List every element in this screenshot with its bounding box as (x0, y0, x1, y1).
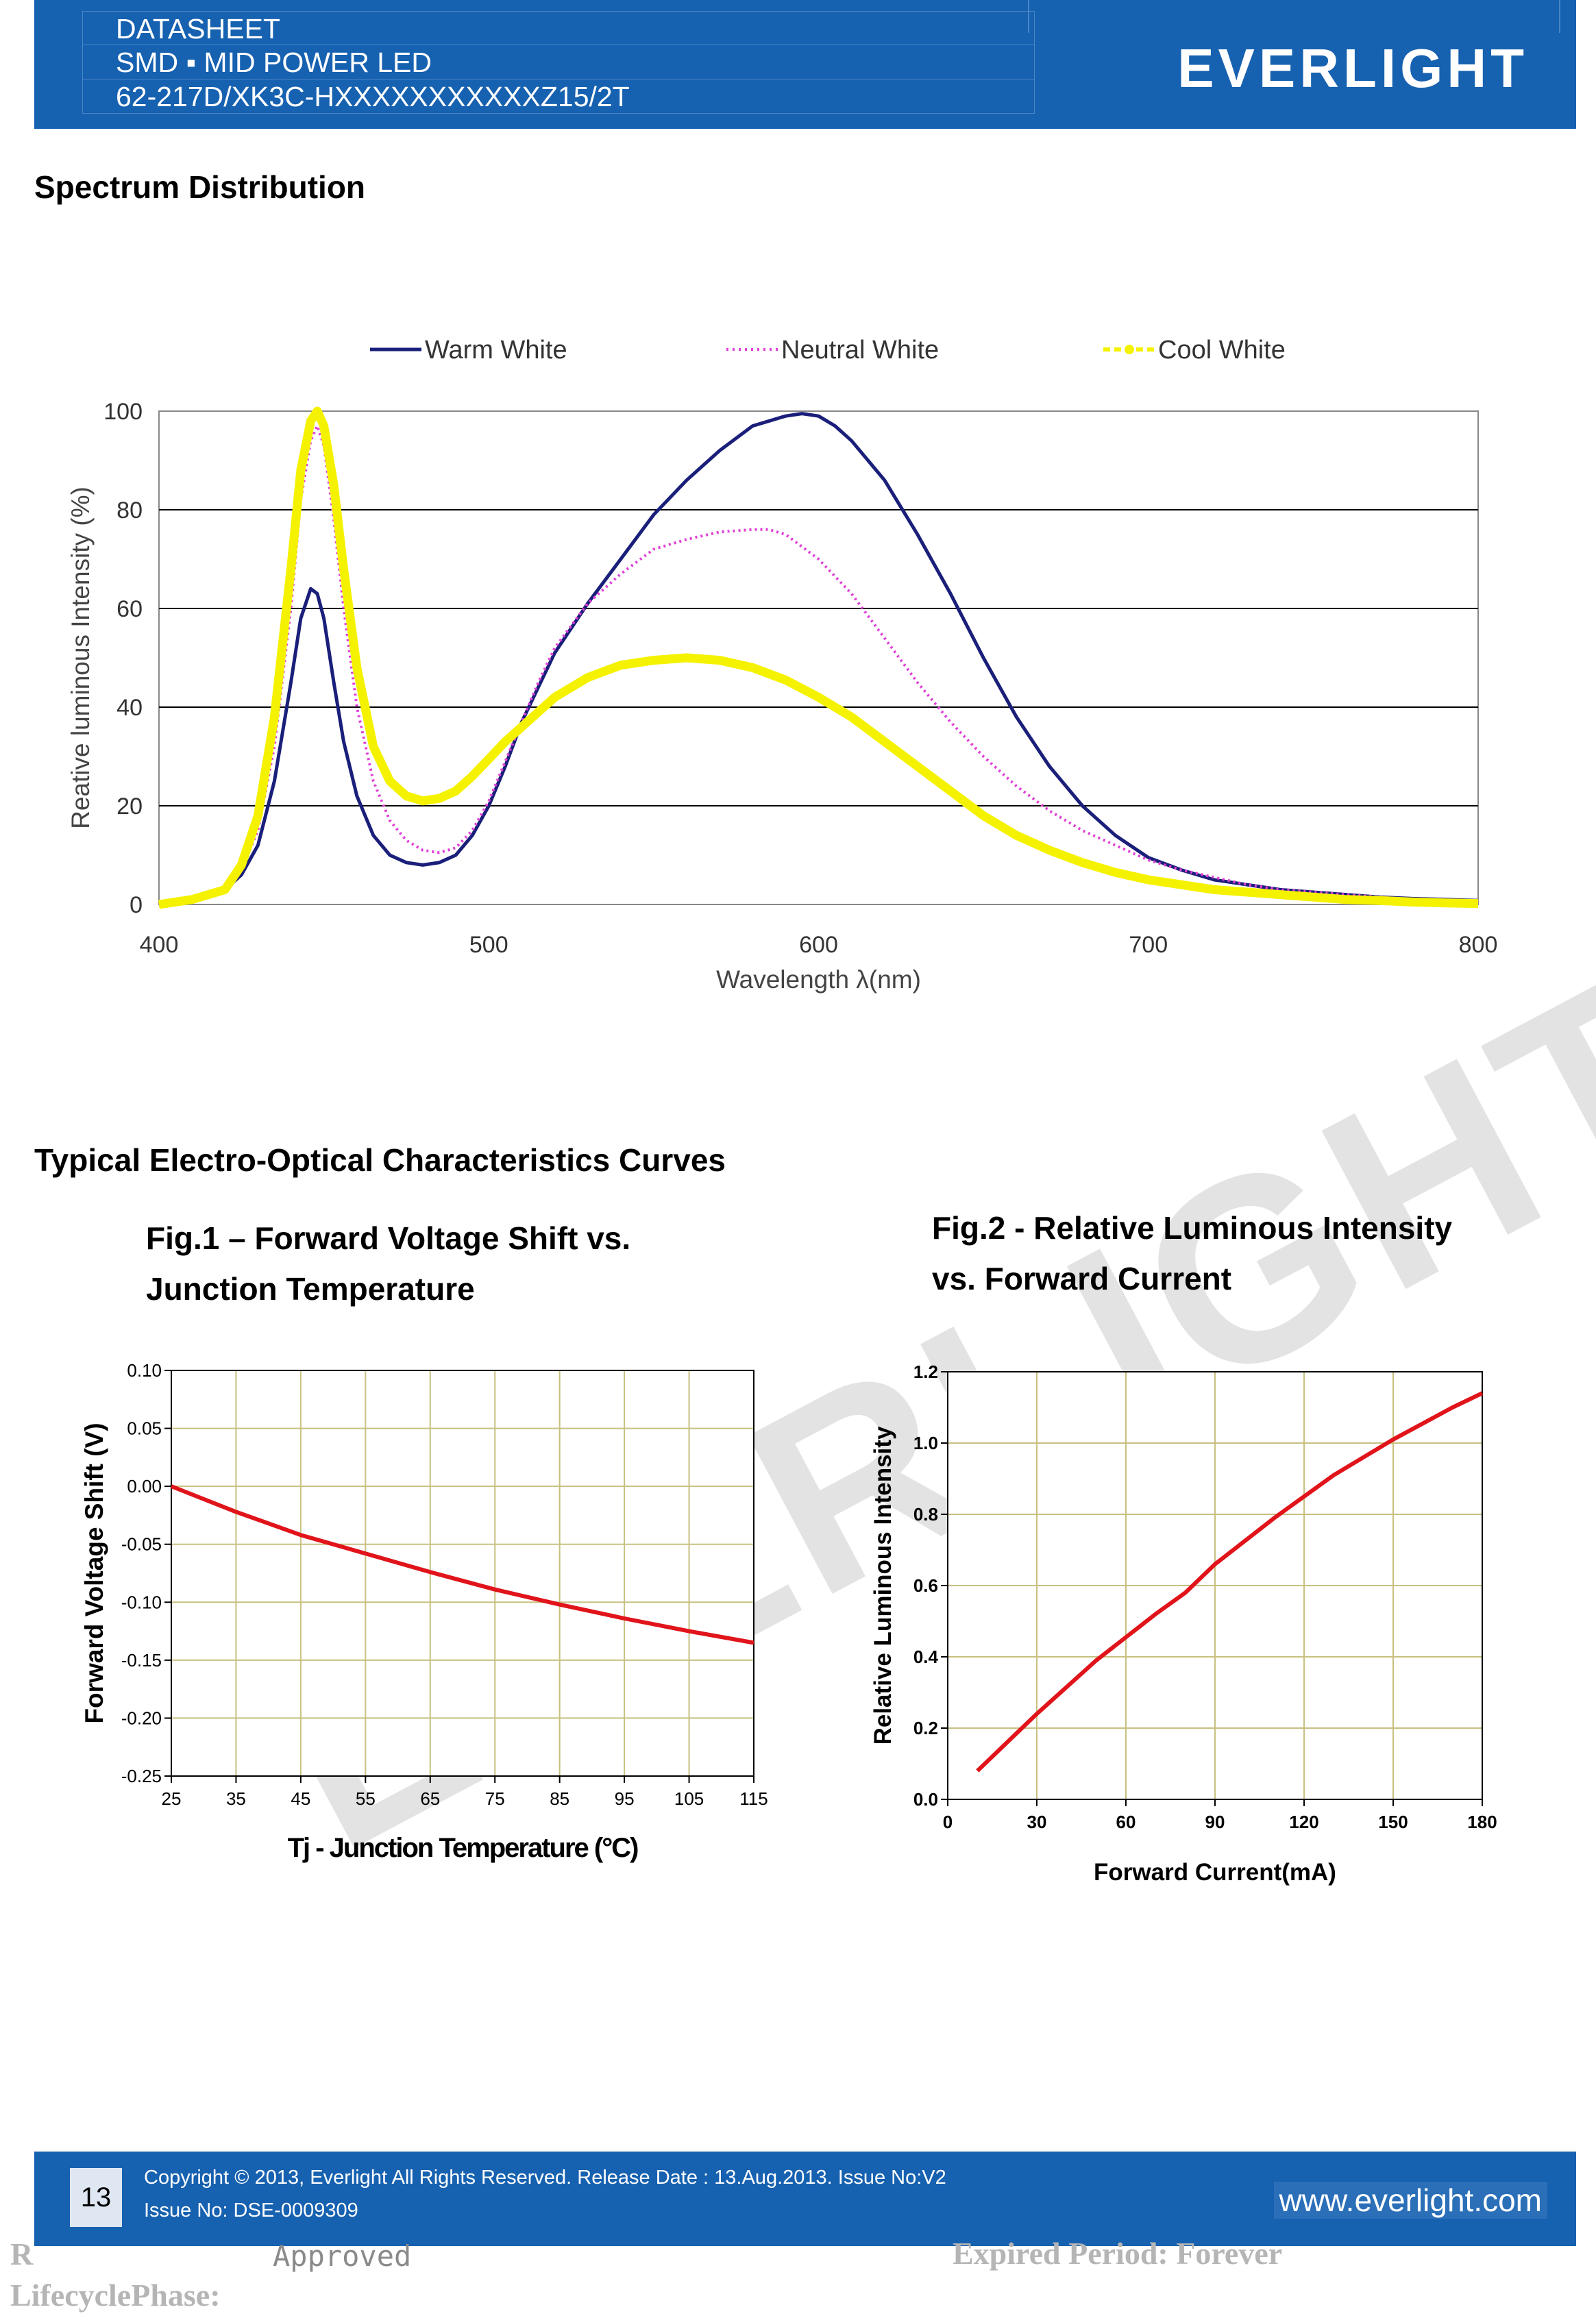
plot-frame (171, 1370, 754, 1777)
legend-marker (1125, 345, 1134, 354)
header-product-type: SMD ▪ MID POWER LED (82, 45, 1035, 79)
x-tick-label: 800 (1459, 932, 1498, 958)
website-link[interactable]: www.everlight.com (1273, 2182, 1547, 2219)
y-tick-label: 0.10 (127, 1360, 162, 1381)
legend-label: Neutral White (781, 336, 939, 365)
x-tick-label: 85 (550, 1788, 569, 1809)
x-tick-label: 45 (291, 1788, 310, 1809)
y-tick-label: 1.0 (913, 1433, 938, 1453)
y-tick-label: 0.8 (913, 1504, 938, 1525)
plot-area (171, 1370, 754, 1776)
header-part-number: 62-217D/XK3C-HXXXXXXXXXXXZ15/2T (82, 79, 1035, 114)
x-tick-label: 400 (140, 932, 179, 958)
x-tick-label: 55 (356, 1788, 376, 1809)
x-tick-label: 25 (162, 1788, 182, 1809)
y-axis-label: Reative luminous Intensity (%) (66, 486, 95, 829)
spectrum-section-title: Spectrum Distribution (34, 169, 366, 205)
series-line-cool-white (158, 406, 1479, 909)
header-datasheet: DATASHEET (82, 11, 1035, 45)
y-tick-label: 0.2 (913, 1718, 938, 1738)
legend-label: Cool White (1158, 336, 1286, 365)
x-tick-label: 0 (943, 1812, 953, 1832)
y-tick-label: 0.4 (913, 1647, 939, 1667)
y-tick-label: 0.05 (127, 1418, 162, 1439)
fig1-title-line1: Fig.1 – Forward Voltage Shift vs. (146, 1220, 631, 1256)
fig2-title-line1: Fig.2 - Relative Luminous Intensity (932, 1210, 1453, 1246)
fig2-title: Fig.2 - Relative Luminous Intensity vs. … (932, 1203, 1452, 1304)
y-tick-label: 100 (103, 399, 143, 425)
y-tick-label: 0.6 (913, 1575, 938, 1596)
plot-frame (947, 1371, 1483, 1800)
x-tick-label: 30 (1027, 1812, 1047, 1832)
header-bar: DATASHEET SMD ▪ MID POWER LED 62-217D/XK… (34, 0, 1576, 129)
y-tick-label: -0.20 (121, 1708, 162, 1728)
y-tick-label: 40 (116, 695, 143, 721)
eo-section-title: Typical Electro-Optical Characteristics … (34, 1142, 726, 1178)
footer-bar: 13 Copyright © 2013, Everlight All Right… (34, 2152, 1576, 2246)
y-axis-label: Forward Voltage Shift (V) (80, 1422, 108, 1723)
x-tick-label: 600 (799, 932, 838, 958)
header-text-block: DATASHEET SMD ▪ MID POWER LED 62-217D/XK… (82, 11, 1035, 114)
issue-number: Issue No: DSE-0009309 (144, 2200, 358, 2221)
y-tick-label: 0.0 (913, 1789, 938, 1810)
spectrum-chart: 0 20 40 60 80 100 400 500 600 700 800 Wavelength λ(… (66, 336, 1498, 994)
series-line (976, 1391, 1484, 1773)
x-tick-label: 120 (1289, 1812, 1318, 1832)
y-axis-label: Relative Luminous Intensity (870, 1426, 896, 1745)
x-tick-label: 700 (1129, 932, 1168, 958)
fig1-title-line2: Junction Temperature (146, 1271, 475, 1307)
fig2-title-line2: vs. Forward Current (932, 1261, 1232, 1296)
y-tick-label: 80 (116, 497, 143, 523)
x-axis-label: Forward Current(mA) (1094, 1859, 1336, 1886)
lifecycle-phase-label: LifecyclePhase: (10, 2278, 221, 2313)
x-tick-label: 60 (1116, 1812, 1136, 1832)
x-tick-label: 90 (1205, 1812, 1225, 1832)
fig2-chart: 0.0 0.2 0.4 0.6 0.8 1.0 1.2 0 30 60 90 120 150 180 For… (870, 1362, 1497, 1886)
y-tick-label: 0 (130, 892, 143, 918)
everlight-logo: EVERLIGHT (1177, 38, 1528, 99)
x-tick-label: 150 (1378, 1812, 1408, 1832)
copyright-text: Copyright © 2013, Everlight All Rights R… (144, 2167, 946, 2189)
approved-stamp: Approved (273, 2239, 412, 2273)
x-axis-label: Wavelength λ(nm) (716, 965, 921, 994)
lifecycle-block: R LifecyclePhase: (10, 2234, 221, 2316)
x-tick-label: 115 (739, 1788, 768, 1809)
x-axis-label: Tj - Junction Temperature (°C) (288, 1833, 639, 1863)
plot-area (158, 410, 1479, 905)
series-line-neutral-white (158, 424, 1479, 906)
series-line (170, 1484, 754, 1645)
page-number: 13 (70, 2168, 122, 2227)
lifecycle-top-letter: R (10, 2237, 34, 2271)
legend-label: Warm White (425, 336, 567, 365)
y-tick-label: -0.25 (121, 1766, 162, 1786)
y-tick-label: 0.00 (127, 1476, 162, 1496)
fig1-title: Fig.1 – Forward Voltage Shift vs. Juncti… (146, 1213, 630, 1314)
x-tick-label: 65 (420, 1788, 440, 1809)
y-tick-label: 1.2 (913, 1362, 938, 1382)
expired-period: Expired Period: Forever (953, 2236, 1283, 2271)
header-divider (1028, 0, 1029, 33)
y-tick-label: 60 (116, 596, 143, 622)
x-tick-label: 35 (226, 1788, 246, 1809)
header-divider (1559, 0, 1560, 33)
x-tick-label: 500 (469, 932, 508, 958)
x-tick-label: 75 (485, 1788, 505, 1809)
x-tick-label: 180 (1467, 1812, 1497, 1832)
x-tick-label: 95 (615, 1788, 635, 1809)
x-tick-label: 105 (674, 1788, 704, 1809)
y-tick-label: -0.10 (121, 1592, 162, 1612)
y-tick-label: -0.05 (121, 1534, 162, 1555)
y-tick-label: -0.15 (121, 1650, 162, 1671)
y-tick-label: 20 (116, 793, 143, 820)
